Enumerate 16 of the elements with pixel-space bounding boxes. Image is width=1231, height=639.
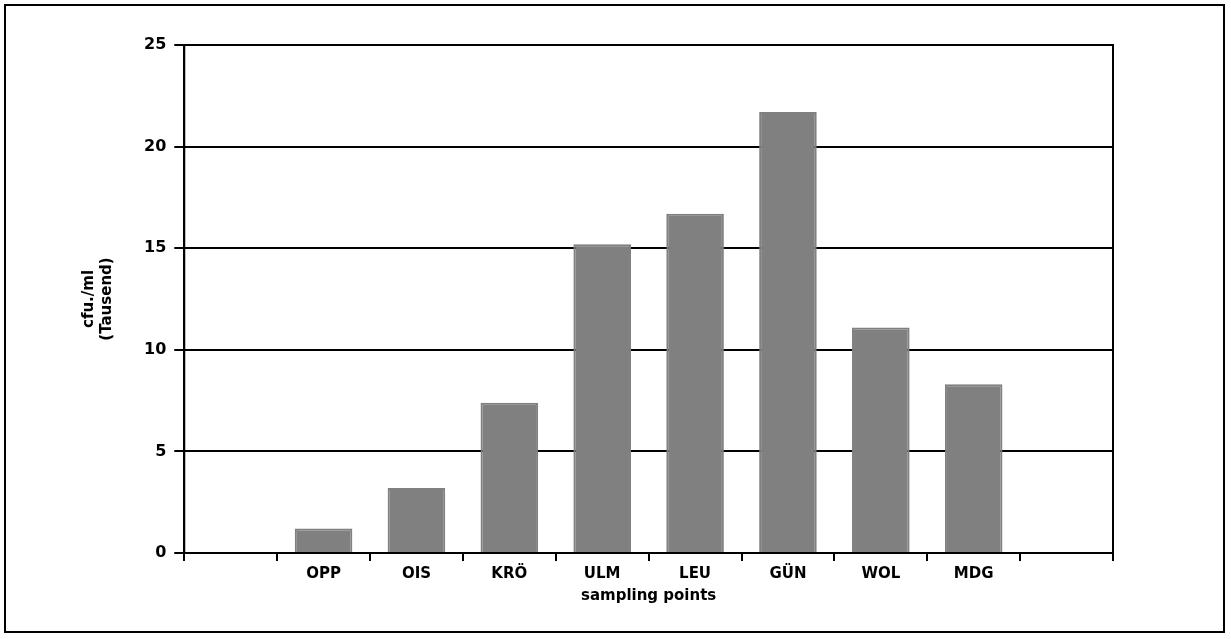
x-tick-label: ULM [583, 563, 621, 582]
x-tick-label: KRÖ [491, 562, 528, 582]
x-axis-title: sampling points [580, 585, 717, 604]
y-tick-label: 20 [144, 135, 167, 155]
y-tick-label: 15 [144, 237, 167, 257]
x-tick-label: OPP [306, 563, 341, 582]
y-tick-label: 5 [155, 440, 167, 460]
x-tick-label: MDG [953, 563, 994, 582]
x-tick-label: GÜN [769, 562, 807, 582]
x-tick-label: OIS [401, 563, 432, 582]
y-tick-label: 25 [144, 34, 167, 54]
y-tick-label: 10 [144, 338, 167, 358]
y-axis-title: cfu./ml (Tausend) [78, 257, 115, 341]
x-tick-label: WOL [861, 563, 901, 582]
y-tick-label: 0 [155, 542, 167, 562]
x-tick-label: LEU [679, 563, 712, 582]
